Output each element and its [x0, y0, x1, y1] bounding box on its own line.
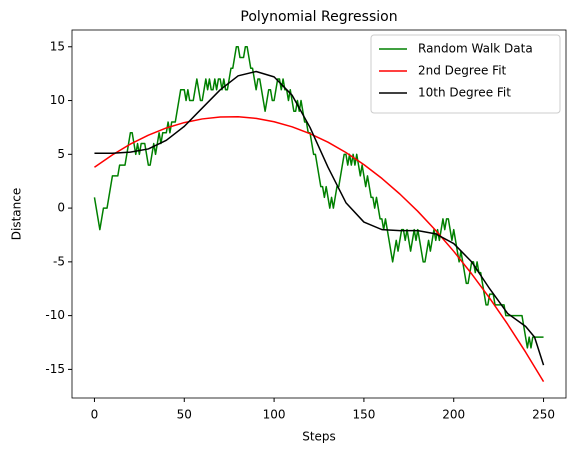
legend-label: Random Walk Data [418, 42, 533, 56]
y-tick-label: 5 [57, 147, 65, 161]
line-series [93, 46, 544, 349]
line-series [94, 70, 545, 366]
y-axis-label: Distance [10, 188, 24, 240]
chart-title: Polynomial Regression [240, 9, 397, 25]
y-tick-label: 0 [57, 201, 65, 215]
x-tick-label: 150 [352, 408, 375, 422]
y-tick-label: -15 [45, 362, 65, 376]
y-tick-label: 10 [50, 93, 65, 107]
line-series [94, 116, 545, 383]
plot-frame [71, 29, 567, 399]
x-tick-label: 200 [442, 408, 465, 422]
x-tick-label: 100 [263, 408, 286, 422]
y-tick-label: -10 [45, 308, 65, 322]
x-axis-label: Steps [302, 430, 336, 444]
y-tick-label: -5 [53, 254, 65, 268]
x-tick-label: 250 [532, 408, 555, 422]
y-tick-label: 15 [50, 39, 65, 53]
legend-box [370, 34, 561, 114]
legend-label: 10th Degree Fit [418, 86, 511, 100]
legend: Random Walk Data 2nd Degree Fit 10th Degre… [370, 34, 561, 114]
x-tick-label: 0 [91, 408, 99, 422]
legend-label: 2nd Degree Fit [418, 64, 507, 78]
x-tick-label: 50 [177, 408, 192, 422]
